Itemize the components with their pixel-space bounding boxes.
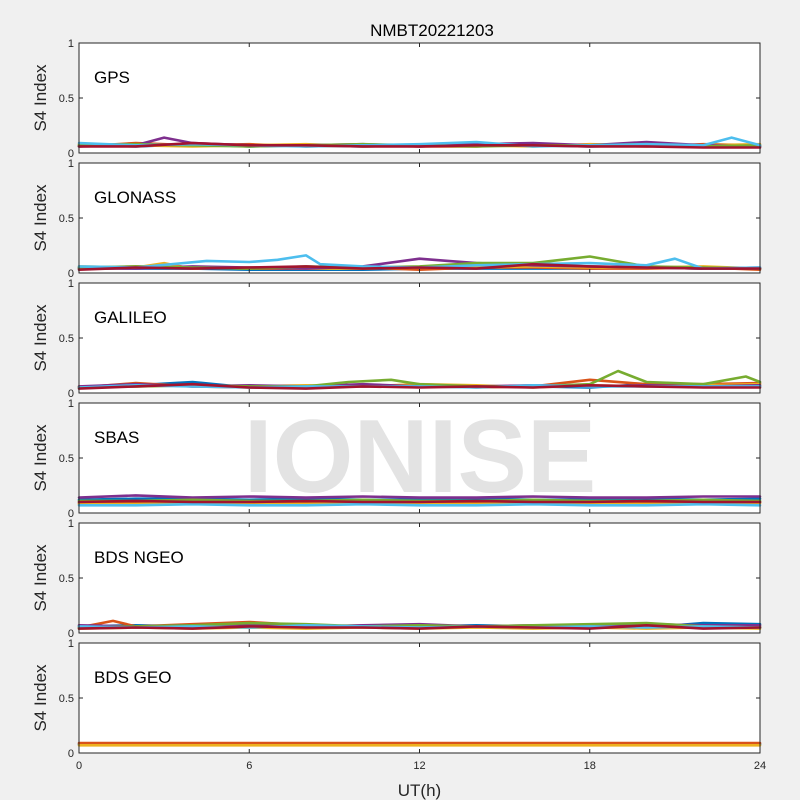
panel-label: GALILEO: [94, 308, 167, 327]
axes-background: [79, 643, 760, 753]
series-line: [77, 141, 762, 149]
x-tick-label: 18: [584, 760, 596, 772]
panels-group: 0 0.5 1 S4 Index GPS 0 0.5 1 S4 Index GLONASS 0 0.5…: [31, 38, 766, 772]
y-tick-label: 1: [68, 638, 74, 650]
panel-label: BDS NGEO: [94, 548, 184, 567]
x-tick-label: 24: [754, 760, 766, 772]
panel-0: 0 0.5 1 S4 Index GPS: [31, 38, 762, 160]
y-tick-label: 1: [68, 278, 74, 290]
axes-background: [79, 523, 760, 633]
panel-2: 0 0.5 1 S4 Index GALILEO: [31, 278, 762, 400]
axes-background: [79, 283, 760, 393]
panel-label: BDS GEO: [94, 668, 171, 687]
y-axis-label: S4 Index: [31, 664, 50, 732]
panel-4: 0 0.5 1 S4 Index BDS NGEO: [31, 518, 762, 640]
series-line: [77, 494, 762, 499]
panel-label: GLONASS: [94, 188, 176, 207]
y-tick-label: 1: [68, 158, 74, 170]
y-tick-label: 0.5: [59, 213, 74, 225]
y-tick-label: 0: [68, 748, 74, 760]
series-line: [77, 499, 762, 504]
y-tick-label: 0.5: [59, 333, 74, 345]
panel-1: 0 0.5 1 S4 Index GLONASS: [31, 158, 762, 280]
x-tick-label: 6: [246, 760, 252, 772]
axes-background: [79, 403, 760, 513]
y-tick-label: 0: [68, 628, 74, 640]
y-tick-label: 0.5: [59, 93, 74, 105]
y-axis-label: S4 Index: [31, 424, 50, 492]
series-line: [77, 262, 762, 272]
axes-background: [79, 43, 760, 153]
y-tick-label: 0: [68, 508, 74, 520]
y-axis-label: S4 Index: [31, 544, 50, 612]
y-tick-label: 1: [68, 518, 74, 530]
axes-background: [79, 163, 760, 273]
y-tick-label: 1: [68, 38, 74, 50]
y-tick-label: 0.5: [59, 573, 74, 585]
panel-5: 0 6 12 18 24 0 0.5 1 S4 Index BDS GEO: [31, 638, 766, 772]
series-line: [77, 382, 762, 390]
series-line: [77, 623, 762, 630]
series-line: [77, 502, 762, 507]
panel-label: GPS: [94, 68, 130, 87]
y-tick-label: 1: [68, 398, 74, 410]
y-tick-label: 0.5: [59, 693, 74, 705]
watermark: IONISE: [244, 399, 597, 515]
y-tick-label: 0: [68, 148, 74, 160]
x-tick-label: 12: [413, 760, 425, 772]
y-tick-label: 0: [68, 268, 74, 280]
chart-title: NMBT20221203: [370, 21, 494, 40]
y-axis-label: S4 Index: [31, 64, 50, 132]
y-tick-label: 0: [68, 388, 74, 400]
y-tick-label: 0.5: [59, 453, 74, 465]
x-axis-label: UT(h): [398, 781, 441, 800]
y-axis-label: S4 Index: [31, 304, 50, 372]
x-tick-label: 0: [76, 760, 82, 772]
y-axis-label: S4 Index: [31, 184, 50, 252]
panel-label: SBAS: [94, 428, 139, 447]
panel-3: 0 0.5 1 S4 Index SBAS: [31, 398, 762, 520]
